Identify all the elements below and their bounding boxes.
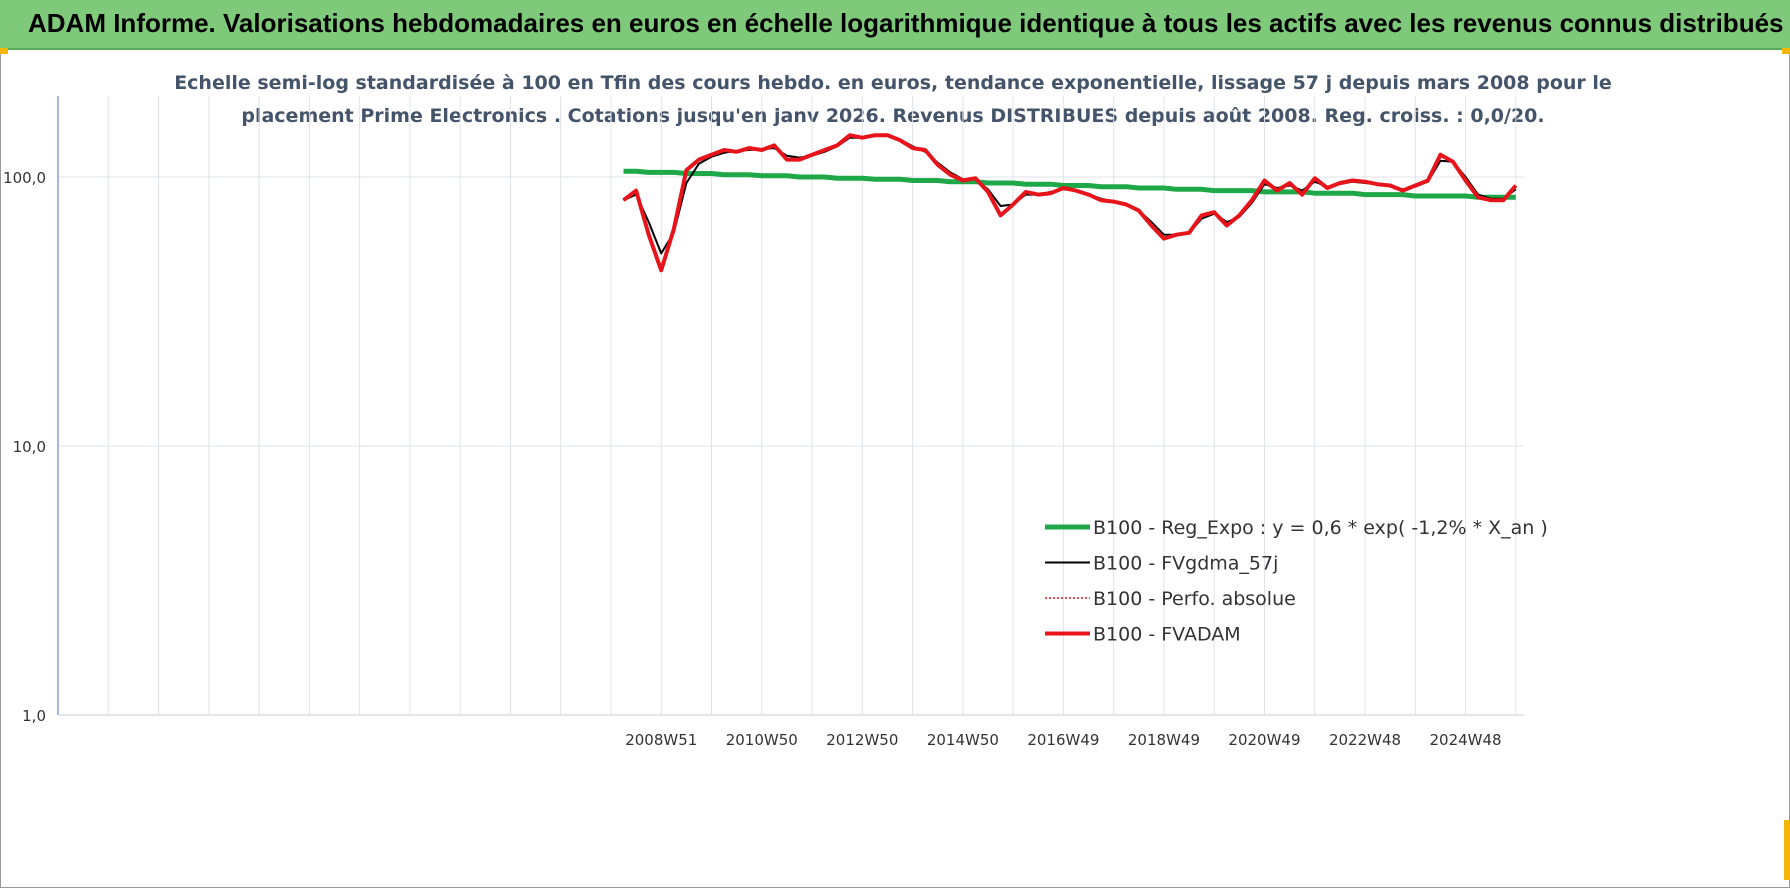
legend-label: B100 - FVADAM bbox=[1093, 624, 1241, 646]
x-tick-label: 2018W49 bbox=[1128, 731, 1200, 749]
y-tick-label: 10,0 bbox=[13, 438, 46, 456]
legend-label: B100 - Reg_Expo : y = 0,6 * exp( -1,2% *… bbox=[1093, 517, 1548, 539]
legend-label: B100 - FVgdma_57j bbox=[1093, 553, 1278, 575]
x-tick-label: 2020W49 bbox=[1228, 731, 1300, 749]
chart-title: placement Prime Electronics . Cotations … bbox=[241, 105, 1544, 127]
x-tick-label: 2012W50 bbox=[826, 731, 898, 749]
x-tick-label: 2014W50 bbox=[927, 731, 999, 749]
y-tick-label: 100,0 bbox=[3, 169, 46, 187]
legend-label: B100 - Perfo. absolue bbox=[1093, 588, 1296, 610]
series-line bbox=[622, 133, 1518, 273]
x-tick-label: 2022W48 bbox=[1329, 731, 1401, 749]
series-line bbox=[623, 134, 1517, 272]
x-tick-label: 2008W51 bbox=[625, 731, 697, 749]
banner: ADAM Informe. Valorisations hebdomadaire… bbox=[0, 0, 1790, 50]
corner-mark bbox=[1784, 820, 1790, 880]
corner-mark bbox=[0, 48, 8, 54]
x-tick-label: 2016W49 bbox=[1027, 731, 1099, 749]
chart-title: Echelle semi-log standardisée à 100 en T… bbox=[174, 72, 1612, 94]
x-tick-label: 2010W50 bbox=[726, 731, 798, 749]
x-tick-label: 2024W48 bbox=[1430, 731, 1502, 749]
series-line bbox=[623, 168, 1516, 200]
y-tick-label: 1,0 bbox=[22, 707, 46, 725]
banner-title: ADAM Informe. Valorisations hebdomadaire… bbox=[28, 8, 1784, 38]
corner-mark bbox=[1782, 48, 1790, 54]
